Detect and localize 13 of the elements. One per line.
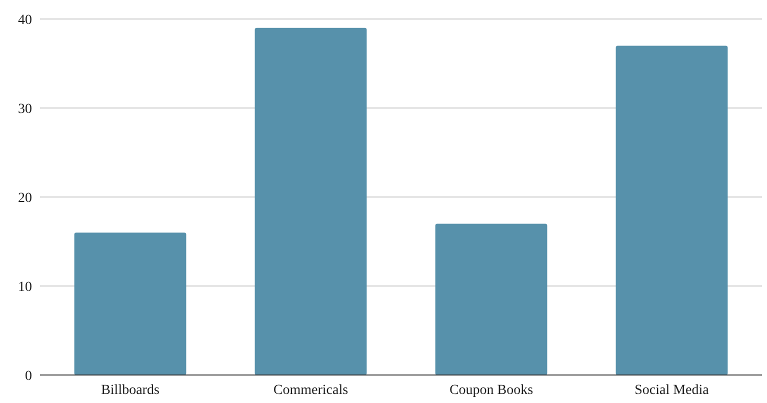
x-tick-label: Coupon Books [449, 383, 534, 398]
y-tick-label: 20 [18, 190, 32, 206]
x-tick-label: Social Media [634, 383, 710, 398]
y-tick-label: 0 [25, 368, 32, 384]
y-tick-label: 30 [18, 102, 32, 117]
bar [254, 28, 367, 375]
bar [74, 232, 186, 375]
bar [435, 224, 548, 375]
x-tick-label: Commericals [273, 383, 348, 398]
bar [616, 46, 728, 375]
x-tick-label: Billboards [101, 383, 160, 398]
y-tick-label: 10 [18, 280, 32, 295]
y-tick-label: 40 [18, 12, 32, 28]
